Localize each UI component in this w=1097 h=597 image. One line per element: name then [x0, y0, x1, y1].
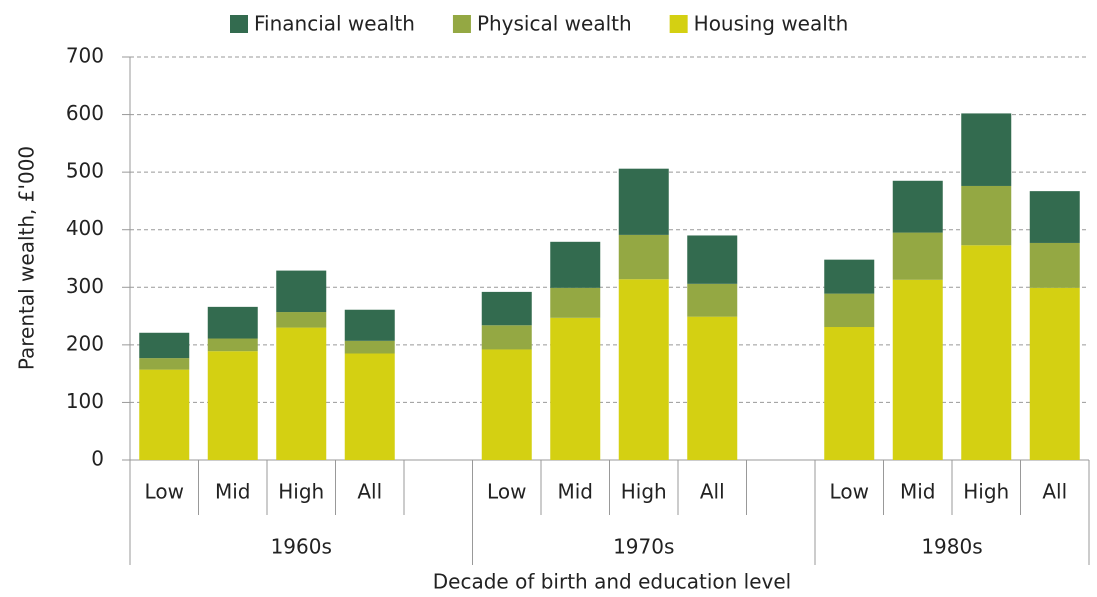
x-tick-label: All [700, 480, 725, 504]
bar-segment [961, 185, 1012, 246]
bar-segment [824, 293, 875, 328]
bar-segment [344, 340, 395, 354]
bar-segment [207, 306, 258, 339]
group-label: 1980s [921, 535, 982, 559]
bar-segment [139, 358, 190, 370]
y-tick-label: 0 [91, 447, 104, 471]
bar-segment [892, 180, 943, 233]
bar-segment [276, 312, 327, 328]
y-tick-label: 300 [66, 274, 104, 298]
bar-segment [481, 325, 532, 350]
y-tick-label: 700 [66, 44, 104, 68]
y-tick-label: 200 [66, 331, 104, 355]
bar-segment [824, 327, 875, 460]
bar-segment [892, 279, 943, 460]
bar-segment [550, 317, 601, 460]
bar-segment [139, 332, 190, 359]
legend-label: Housing wealth [694, 12, 849, 36]
x-tick-label: High [621, 480, 667, 504]
group-label: 1960s [271, 535, 332, 559]
y-tick-label: 500 [66, 159, 104, 183]
bar-segment [276, 327, 327, 460]
bar-segment [892, 232, 943, 280]
x-tick-label: Mid [215, 480, 251, 504]
legend-swatch [669, 15, 688, 33]
x-tick-label: Mid [900, 480, 936, 504]
bar-segment [618, 234, 669, 280]
bar-segment [481, 291, 532, 326]
x-tick-label: All [357, 480, 382, 504]
bar-segment [961, 245, 1012, 460]
bar-segment [207, 338, 258, 352]
bar-segment [344, 309, 395, 341]
x-tick-label: High [278, 480, 324, 504]
bar-segment [550, 287, 601, 318]
bar-segment [618, 279, 669, 460]
bar-segment [139, 369, 190, 460]
legend-swatch [452, 15, 471, 33]
x-tick-label: Mid [557, 480, 593, 504]
bar-segment [1029, 287, 1080, 460]
legend-label: Financial wealth [254, 12, 415, 36]
bar-segment [687, 235, 738, 284]
y-tick-label: 600 [66, 101, 104, 125]
bar-segment [207, 351, 258, 460]
x-axis-title: Decade of birth and education level [433, 570, 791, 594]
x-tick-label: Low [487, 480, 526, 504]
bar-segment [344, 353, 395, 460]
x-tick-label: High [963, 480, 1009, 504]
bar-segment [481, 349, 532, 460]
bar-segment [1029, 191, 1080, 243]
x-tick-label: All [1042, 480, 1067, 504]
y-tick-label: 100 [66, 389, 104, 413]
bar-segment [550, 241, 601, 288]
bar-segment [687, 283, 738, 317]
bar-segment [687, 316, 738, 460]
bar-segment [276, 270, 327, 313]
x-tick-label: Low [830, 480, 869, 504]
x-tick-label: Low [145, 480, 184, 504]
legend-swatch [230, 15, 248, 33]
bar-segment [824, 259, 875, 294]
bar-segment [1029, 242, 1080, 288]
bar-segment [618, 168, 669, 235]
legend-label: Physical wealth [477, 12, 632, 36]
group-label: 1970s [613, 535, 674, 559]
y-tick-label: 400 [66, 216, 104, 240]
y-axis-title: Parental wealth, £'000 [15, 146, 39, 370]
bar-segment [961, 113, 1012, 186]
